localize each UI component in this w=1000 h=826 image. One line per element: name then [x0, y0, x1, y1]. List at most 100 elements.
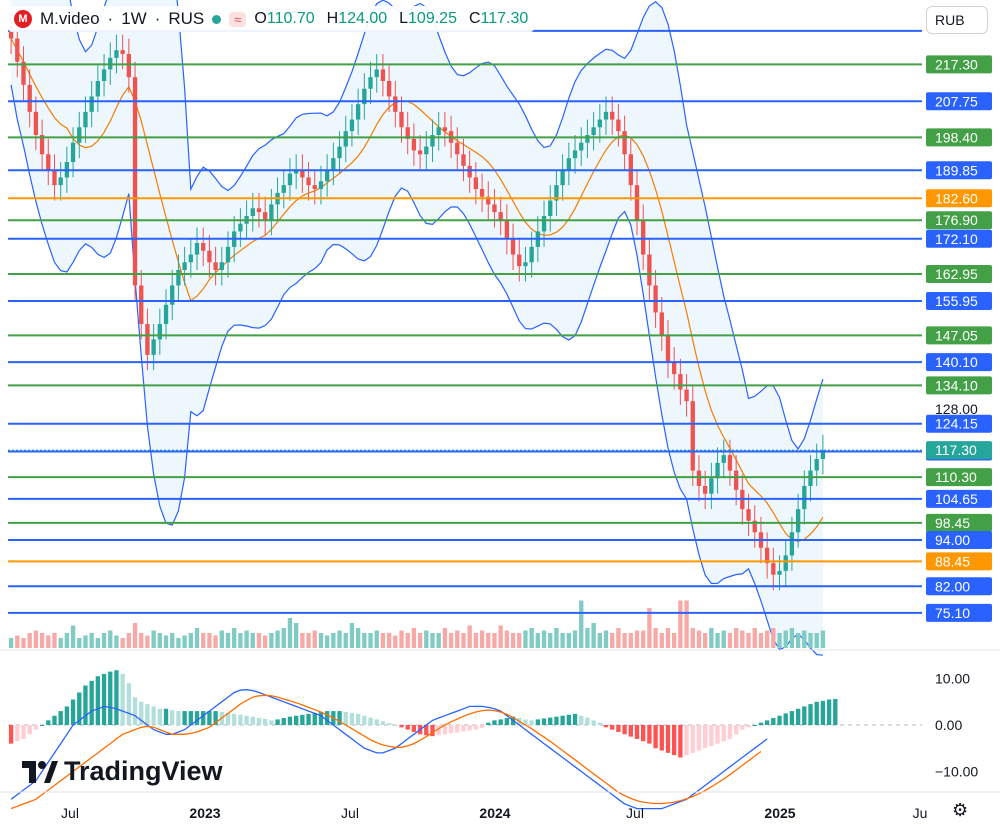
macd-histogram-bar — [151, 706, 156, 725]
level-price-label: 88.45 — [935, 553, 970, 569]
candle-body — [517, 254, 522, 267]
volume-bar — [46, 635, 51, 648]
settings-gear-icon[interactable]: ⚙ — [952, 800, 969, 820]
macd-histogram-bar — [764, 720, 770, 725]
volume-bar — [715, 633, 720, 648]
macd-histogram-bar — [362, 715, 367, 725]
candle-body — [585, 135, 590, 143]
level-tag — [926, 577, 992, 596]
macd-histogram-bar — [95, 676, 101, 725]
volume-bar — [417, 633, 423, 648]
volume-bar — [498, 625, 503, 648]
candle-body — [783, 555, 788, 571]
macd-histogram-bar — [83, 685, 88, 725]
volume-bar — [163, 635, 169, 648]
volume-bar — [244, 630, 249, 648]
macd-histogram-bar — [678, 725, 683, 758]
volume-bar — [89, 633, 94, 648]
candle-body — [690, 401, 695, 471]
volume-bar — [764, 630, 770, 648]
volume-bar — [188, 633, 193, 648]
volume-bar — [479, 630, 485, 648]
macd-histogram-bar — [777, 715, 782, 725]
candle-body — [201, 243, 206, 251]
wave-icon[interactable]: ≈ — [229, 11, 247, 27]
macd-histogram-bar — [771, 718, 776, 725]
price-axis[interactable]: 217.30 207.75 198.40 189.85 182.60 176.90 172.… — [926, 55, 992, 622]
macd-histogram-bar — [492, 720, 497, 725]
volume-bar — [591, 623, 596, 648]
macd-histogram-bar — [64, 706, 70, 725]
macd-histogram-bar — [39, 725, 45, 726]
level-price-label: 207.75 — [935, 93, 978, 109]
candle-body — [126, 54, 132, 78]
macd-histogram-bar — [405, 725, 410, 730]
volume-bar — [39, 633, 45, 648]
candle-body — [808, 470, 813, 486]
level-price-label: 134.10 — [935, 377, 978, 393]
volume-bar — [182, 635, 187, 648]
candle-body — [752, 520, 757, 533]
volume-bar — [597, 633, 602, 648]
open-label: O — [254, 10, 267, 27]
volume-bar — [114, 635, 119, 648]
macd-histogram-bar — [33, 725, 39, 730]
candle-body — [523, 262, 528, 267]
level-price-label: 94.00 — [935, 532, 970, 548]
candle-body — [641, 219, 646, 255]
macd-histogram-bar — [312, 712, 317, 725]
macd-histogram-bar — [244, 715, 249, 725]
interval-label[interactable]: 1W — [121, 9, 147, 28]
macd-histogram-bar — [163, 708, 169, 725]
volume-bar — [560, 633, 565, 648]
macd-histogram-bar — [746, 725, 751, 728]
tradingview-branding[interactable]: TradingView — [22, 756, 223, 787]
candle-body — [430, 135, 435, 147]
candle-body — [225, 246, 231, 263]
candle-body — [486, 196, 491, 205]
macd-histogram-bar — [430, 725, 435, 737]
candle-body — [771, 563, 776, 575]
macd-histogram-bar — [324, 711, 330, 725]
volume-bar — [275, 630, 280, 648]
macd-histogram-bar — [120, 673, 125, 725]
level-tag — [926, 468, 992, 487]
macd-histogram-bar — [101, 673, 107, 725]
candle-body — [139, 285, 144, 324]
volume-bar — [523, 630, 528, 648]
macd-histogram-bar — [318, 712, 324, 725]
macd-histogram-bar — [733, 725, 739, 735]
candle-body — [721, 455, 726, 463]
symbol-header[interactable]: M M.video · 1W · RUS ≈ O110.70 H124.00 L… — [8, 6, 535, 32]
currency-button[interactable]: RUB — [926, 6, 988, 34]
level-tag — [926, 326, 992, 345]
volume-bar — [579, 600, 584, 648]
last-price-tag — [926, 441, 992, 460]
volume-bar — [256, 633, 262, 648]
level-tag — [926, 229, 992, 248]
candle-body — [814, 459, 819, 471]
volume-bar — [300, 633, 305, 648]
signal-line — [10, 694, 762, 810]
candle-body — [405, 127, 410, 139]
candle-body — [207, 250, 212, 263]
level-tag — [926, 531, 992, 549]
time-axis[interactable]: Jul 2023 Jul 2024 Jul 2025 Ju — [0, 791, 1000, 821]
macd-histogram-bar — [293, 715, 299, 725]
macd-histogram-bar — [808, 704, 813, 725]
candle-body — [579, 142, 584, 151]
macd-histogram-bar — [585, 717, 590, 725]
volume-bar — [690, 628, 695, 648]
candle-body — [399, 111, 404, 128]
level-price-label: 182.60 — [935, 190, 978, 206]
level-tag — [926, 92, 992, 111]
macd-histogram-bar — [455, 725, 460, 733]
macd-histogram-bar — [176, 711, 181, 725]
macd-histogram-bar — [436, 725, 441, 736]
macd-histogram-bar — [628, 725, 633, 737]
level-tag — [926, 414, 992, 433]
symbol-name[interactable]: M.video — [40, 9, 100, 28]
candle-body — [665, 335, 671, 363]
candle-body — [77, 127, 82, 143]
